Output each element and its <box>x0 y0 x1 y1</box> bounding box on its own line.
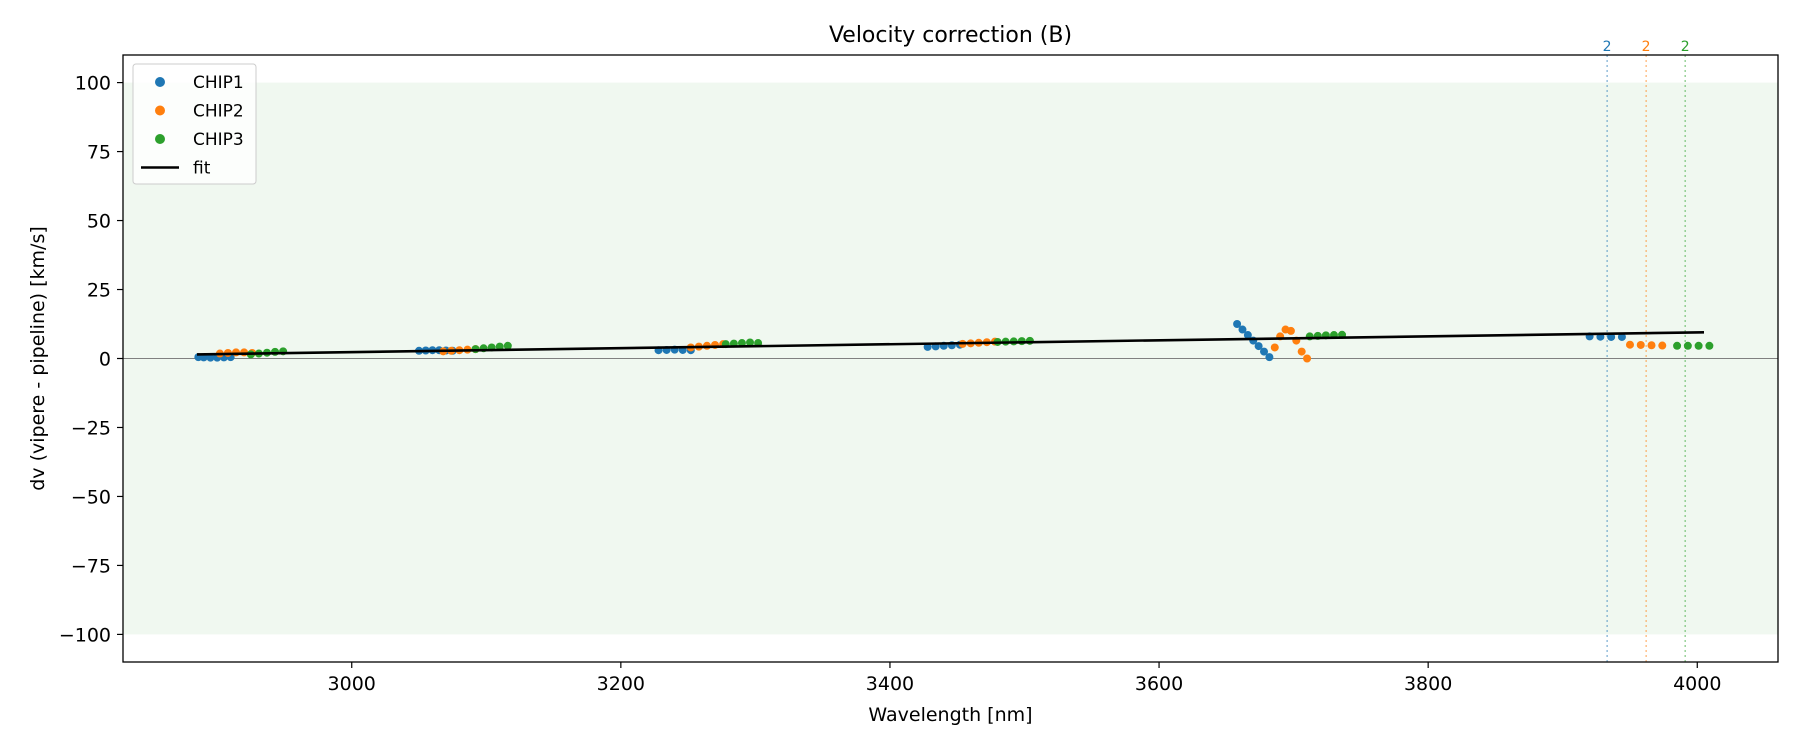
chip2-point <box>1625 340 1634 349</box>
y-tick-label: −75 <box>71 555 111 577</box>
y-tick-label: 100 <box>75 73 111 95</box>
chip2-point <box>1297 347 1306 356</box>
chip1-point <box>1233 320 1242 329</box>
legend-label: CHIP2 <box>193 102 244 122</box>
y-axis-ticks: 100 75 50 25 0 −25 −50 −75 −100 <box>59 73 123 646</box>
x-tick-label: 3800 <box>1404 673 1452 695</box>
chip1-point <box>1617 332 1626 341</box>
chip1-point <box>1260 347 1269 356</box>
chip3-point <box>503 341 512 350</box>
vertical-markers: 2 2 2 <box>1603 39 1690 662</box>
chip2-point <box>232 348 241 357</box>
y-tick-label: −50 <box>71 486 111 508</box>
chip2-point <box>1636 340 1645 349</box>
chip1-point <box>1265 353 1274 362</box>
y-tick-label: 25 <box>87 280 111 302</box>
legend: CHIP1 CHIP2 CHIP3 fit <box>132 63 257 185</box>
vertical-marker-label: 2 <box>1603 39 1612 55</box>
chip1-point <box>206 353 215 362</box>
legend-swatch-marker <box>155 105 165 116</box>
chip1-point <box>1243 331 1252 340</box>
x-tick-label: 4000 <box>1673 673 1721 695</box>
chip2-point <box>1270 343 1279 352</box>
y-tick-label: 0 <box>99 349 111 371</box>
y-axis-label: dv (vipere - pipeline) [km/s] <box>27 226 49 491</box>
chip2-point <box>1658 341 1667 350</box>
legend-box <box>132 63 257 185</box>
legend-swatch-marker <box>155 77 165 87</box>
chart-title: Velocity correction (B) <box>829 23 1072 48</box>
chip3-point <box>1683 341 1692 350</box>
chip3-point <box>746 338 755 347</box>
fit-line <box>196 331 1705 356</box>
chip1-point <box>1254 342 1263 351</box>
legend-label: CHIP1 <box>193 73 244 93</box>
chip2-point <box>1303 354 1312 363</box>
x-tick-label: 3600 <box>1135 673 1183 695</box>
chip3-point <box>737 339 746 348</box>
y-tick-label: 50 <box>87 211 111 233</box>
chip2-point <box>1286 326 1295 335</box>
x-tick-label: 3200 <box>597 673 645 695</box>
legend-swatch-marker <box>155 134 165 144</box>
x-tick-label: 3400 <box>866 673 914 695</box>
x-axis-label: Wavelength [nm] <box>868 704 1032 726</box>
chip3-point <box>1694 341 1703 350</box>
vertical-marker-label: 2 <box>1681 39 1690 55</box>
chip3-point <box>1705 341 1714 350</box>
y-tick-label: 75 <box>87 142 111 164</box>
chip3-point <box>1673 341 1682 350</box>
legend-label: CHIP3 <box>193 130 244 150</box>
vertical-marker-label: 2 <box>1642 39 1651 55</box>
legend-label: fit <box>193 159 211 179</box>
chip2-point <box>1647 341 1656 350</box>
legend-items: CHIP1 CHIP2 CHIP3 fit <box>141 73 244 179</box>
x-axis-ticks: 3000 3200 3400 3600 3800 4000 <box>328 662 1721 695</box>
x-tick-label: 3000 <box>328 673 376 695</box>
y-tick-label: −100 <box>59 624 111 646</box>
chip1-point <box>1238 325 1247 334</box>
chip3-point <box>1025 336 1034 345</box>
y-tick-label: −25 <box>71 417 111 439</box>
chip3-point <box>271 347 280 356</box>
